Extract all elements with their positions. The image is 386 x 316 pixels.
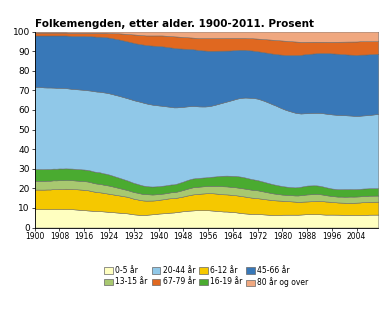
Legend: 0-5 år, 13-15 år, 20-44 år, 67-79 år, 6-12 år, 16-19 år, 45-66 år, 80 år og over: 0-5 år, 13-15 år, 20-44 år, 67-79 år, 6-… [103,264,310,289]
Text: Folkemengden, etter alder. 1900-2011. Prosent: Folkemengden, etter alder. 1900-2011. Pr… [35,19,314,29]
